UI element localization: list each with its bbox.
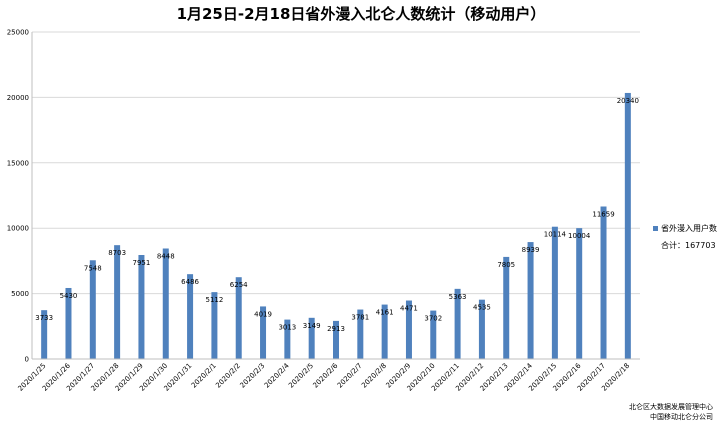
y-tick-label: 0 — [25, 356, 29, 364]
data-label: 3702 — [424, 315, 442, 323]
data-label: 3781 — [351, 314, 369, 322]
bar-layer — [41, 92, 631, 360]
data-label: 8448 — [157, 253, 175, 261]
y-tick-label: 20000 — [7, 94, 29, 102]
bar — [89, 260, 96, 359]
bar — [381, 304, 388, 359]
bar — [65, 287, 72, 359]
data-label: 3013 — [278, 324, 296, 332]
bar — [478, 299, 485, 359]
bar — [114, 245, 121, 359]
data-label: 3733 — [35, 314, 53, 322]
total-label: 合计：167703 — [661, 240, 716, 250]
bar — [187, 274, 194, 359]
data-label: 20340 — [617, 97, 639, 105]
bar — [600, 206, 607, 359]
data-label: 5112 — [205, 296, 223, 304]
data-label: 7805 — [497, 261, 515, 269]
y-tick-label: 10000 — [7, 225, 29, 233]
data-label: 8703 — [108, 249, 126, 257]
bar — [430, 310, 437, 359]
data-label: 8939 — [522, 246, 540, 254]
grid-layer — [32, 31, 640, 295]
data-label: 7951 — [133, 259, 151, 267]
y-tick-label: 15000 — [7, 159, 29, 167]
bar — [405, 300, 412, 359]
bar — [624, 92, 631, 360]
data-label: 10114 — [544, 231, 567, 239]
legend: 省外漫入用户数 合计：167703 — [653, 223, 717, 250]
bar — [235, 277, 242, 359]
data-label: 5430 — [60, 292, 78, 300]
data-label: 3149 — [303, 322, 321, 330]
bar — [333, 320, 339, 359]
data-label: 6254 — [230, 281, 248, 289]
bar — [260, 306, 267, 359]
legend-label: 省外漫入用户数 — [661, 223, 717, 233]
data-label: 11659 — [592, 211, 614, 219]
footer-line-1: 北仑区大数据发展管理中心 — [629, 402, 713, 411]
bar — [138, 255, 145, 359]
bar — [308, 317, 315, 359]
bar — [551, 226, 558, 359]
y-tick-label: 25000 — [7, 29, 29, 37]
bar — [211, 292, 218, 359]
bar — [41, 310, 48, 359]
y-tick-label: 5000 — [11, 290, 29, 298]
data-label: 7548 — [84, 264, 102, 272]
data-label: 4535 — [473, 304, 491, 312]
data-label: 2913 — [327, 325, 345, 333]
bar — [357, 309, 364, 359]
data-label: 4471 — [400, 305, 418, 313]
data-label: 10004 — [568, 232, 591, 240]
legend-swatch — [653, 226, 658, 231]
bar — [162, 248, 169, 359]
bar — [503, 256, 510, 359]
data-label: 4019 — [254, 310, 272, 318]
bar — [527, 242, 534, 359]
data-label: 4161 — [376, 309, 394, 317]
footer-line-2: 中国移动北仑分公司 — [650, 412, 713, 421]
data-label: 5363 — [449, 293, 467, 301]
data-label: 6486 — [181, 278, 199, 286]
bar — [454, 288, 461, 359]
bar — [284, 319, 291, 359]
chart-title: 1月25日-2月18日省外漫入北仑人数统计（移动用户） — [177, 5, 546, 23]
label-layer: 3733 5430 7548 8703 7951 8448 6486 5112 6254 4019… — [35, 97, 639, 333]
bar — [576, 228, 583, 359]
